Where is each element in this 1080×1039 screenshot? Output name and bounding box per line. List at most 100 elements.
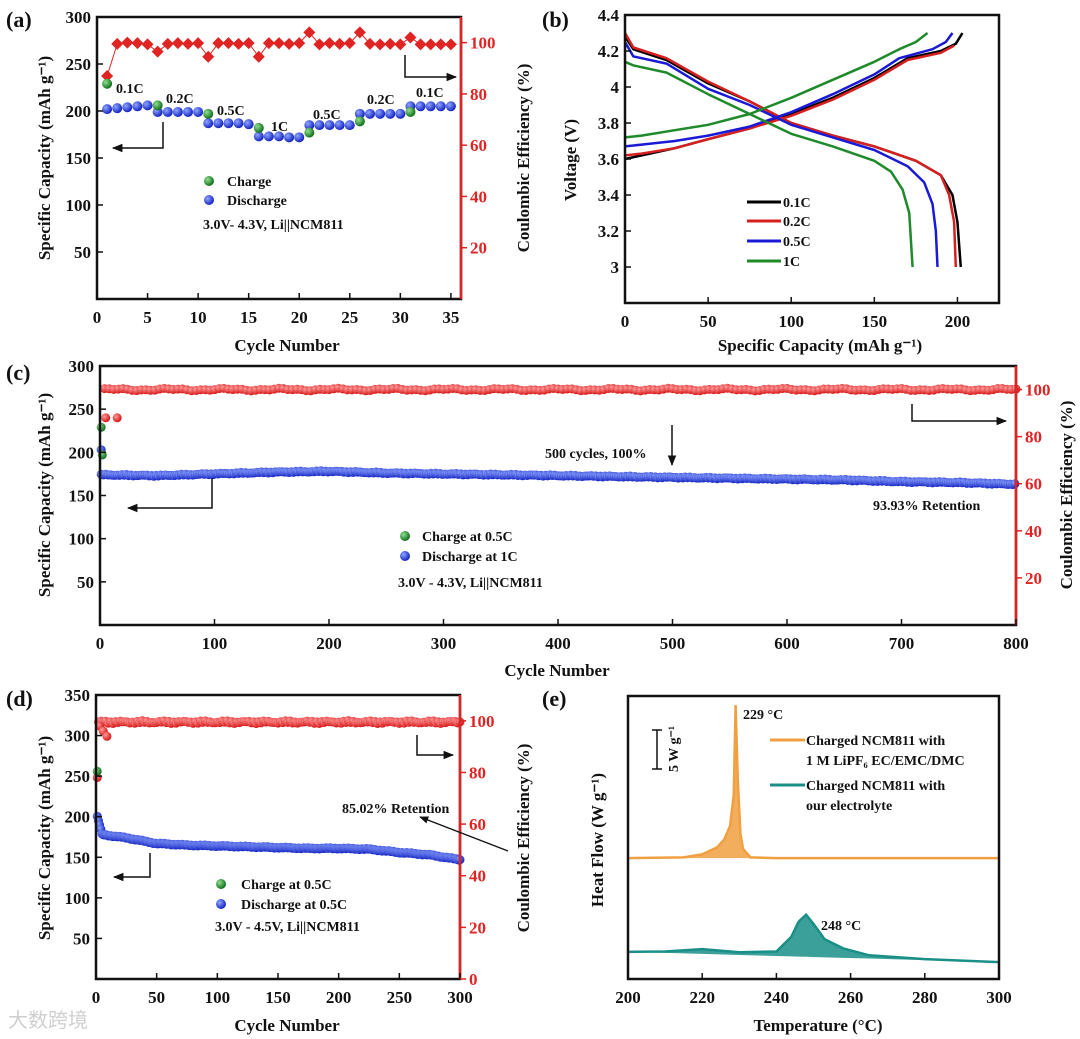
e-plot-frame bbox=[626, 694, 1001, 981]
c-x-tick-label: 700 bbox=[889, 634, 915, 653]
c-y2-tick-label: 40 bbox=[1025, 522, 1042, 541]
c-x-tick-label: 500 bbox=[660, 634, 686, 653]
c-x-axis-title: Cycle Number bbox=[504, 661, 610, 680]
c-y2-tick-label: 20 bbox=[1025, 569, 1042, 588]
a-ce-diamond bbox=[384, 37, 397, 50]
c-legend-charge-label: Charge at 0.5C bbox=[422, 530, 513, 545]
a-discharge-point bbox=[314, 120, 325, 131]
a-charge-point bbox=[203, 108, 214, 119]
d-plot-frame bbox=[94, 693, 462, 981]
a-ce-diamond bbox=[232, 37, 245, 50]
a-discharge-point bbox=[203, 118, 214, 129]
panel-e-annotations: Temperature (°C) Heat Flow (W g⁻¹) 5 W g… bbox=[588, 708, 965, 1035]
panel-c-annotations: Cycle Number Specific Capacity (mAh g⁻¹)… bbox=[35, 393, 1076, 680]
b-discharge-curve-1C bbox=[624, 60, 914, 268]
a-ce-diamond bbox=[364, 37, 376, 50]
a-ce-diamond bbox=[252, 50, 265, 63]
b-legend-label: 0.1C bbox=[783, 196, 811, 211]
d-x-tick-label: 150 bbox=[265, 988, 291, 1007]
a-discharge-point bbox=[425, 101, 436, 112]
panel-d-annotations: Cycle Number Specific Capacity (mAh g⁻¹)… bbox=[35, 735, 533, 1035]
c-x-tick-label: 0 bbox=[96, 634, 105, 653]
a-discharge-point bbox=[162, 106, 173, 117]
e-x-tick-label: 200 bbox=[615, 988, 641, 1007]
a-charge-point bbox=[102, 78, 113, 89]
a-discharge-point bbox=[324, 120, 335, 131]
a-ce-diamond bbox=[141, 38, 154, 51]
a-ce-diamond bbox=[161, 37, 174, 50]
b-charge-curve-1C bbox=[624, 32, 929, 139]
a-x-axis-title: Cycle Number bbox=[234, 336, 340, 355]
a-ce-diamond bbox=[242, 37, 255, 50]
e-peak-label-248: 248 °C bbox=[821, 919, 861, 934]
a-ce-diamond bbox=[303, 26, 316, 39]
e-x-axis-title: Temperature (°C) bbox=[753, 1016, 882, 1035]
a-axes: 0 5 10 15 20 25 30 35 50 100 150 200 250 300 20 40 60 80 1… bbox=[66, 8, 496, 327]
e-legend-label: Charged NCM811 with bbox=[806, 734, 945, 749]
b-y-tick-label: 3.2 bbox=[598, 222, 619, 241]
a-discharge-point bbox=[193, 106, 204, 117]
d-y2-tick-label: 100 bbox=[469, 712, 495, 731]
b-y-axis-title: Voltage (V) bbox=[561, 119, 580, 201]
b-legend-label: 0.2C bbox=[783, 215, 811, 230]
a-ce-diamond bbox=[202, 50, 215, 63]
c-y-tick-label: 100 bbox=[69, 530, 95, 549]
d-y-tick-label: 50 bbox=[73, 929, 90, 948]
e-y-axis-title: Heat Flow (W g⁻¹) bbox=[588, 773, 607, 907]
a-discharge-point bbox=[284, 132, 295, 143]
d-y2-axis-title: Coulombic Efficiency (%) bbox=[514, 744, 533, 933]
a-legend-discharge-marker bbox=[204, 195, 214, 205]
a-ce-diamond bbox=[293, 37, 306, 50]
d-x-tick-label: 300 bbox=[447, 988, 473, 1007]
c-legend-discharge-label: Discharge at 1C bbox=[422, 550, 518, 565]
c-y2-axis-title: Coulombic Efficiency (%) bbox=[1057, 401, 1076, 590]
b-legend-label: 1C bbox=[783, 255, 800, 270]
d-retention-arrow bbox=[419, 816, 509, 852]
a-ce-diamond bbox=[343, 37, 356, 50]
b-x-tick-label: 200 bbox=[945, 312, 971, 331]
d-y2-tick-label: 20 bbox=[469, 918, 486, 937]
d-right-axis-arrow bbox=[416, 735, 455, 760]
d-x-tick-label: 200 bbox=[326, 988, 352, 1007]
a-ce-diamond bbox=[394, 38, 407, 51]
panel-b-annotations: Specific Capacity (mAh g⁻¹) Voltage (V) … bbox=[561, 119, 922, 355]
a-ce-diamond bbox=[121, 36, 134, 49]
a-discharge-point bbox=[395, 108, 406, 119]
a-charge-point bbox=[304, 127, 315, 138]
panel-label-c: (c) bbox=[6, 360, 30, 385]
b-charge-curve-0.2C bbox=[624, 44, 955, 157]
a-x-tick-label: 15 bbox=[240, 308, 257, 327]
a-ce-diamond bbox=[273, 37, 285, 50]
d-retention-label: 85.02% Retention bbox=[342, 802, 450, 817]
a-legend-charge-label: Charge bbox=[227, 175, 271, 190]
d-y2-tick-label: 60 bbox=[469, 815, 486, 834]
a-y2-axis-title: Coulombic Efficiency (%) bbox=[514, 64, 533, 253]
a-y-tick-label: 100 bbox=[66, 196, 92, 215]
c-y-tick-label: 200 bbox=[69, 443, 95, 462]
plots-layer: 0 5 10 15 20 25 30 3550100150200250300204060801… bbox=[65, 6, 1051, 1007]
a-ce-diamond bbox=[262, 37, 275, 50]
c-x-tick-label: 600 bbox=[774, 634, 800, 653]
a-ce-diamond bbox=[182, 37, 194, 50]
d-y2-tick-label: 0 bbox=[469, 970, 478, 989]
b-y-tick-label: 3 bbox=[611, 258, 620, 277]
c-x-tick-label: 200 bbox=[316, 634, 342, 653]
e-x-tick-label: 220 bbox=[689, 988, 715, 1007]
e-legend-label: Charged NCM811 with bbox=[806, 779, 945, 794]
a-left-axis-arrow bbox=[111, 122, 164, 153]
a-discharge-point bbox=[233, 118, 244, 129]
a-ce-diamond bbox=[444, 38, 457, 51]
a-rate-label: 0.5C bbox=[313, 108, 341, 123]
e-x-tick-label: 240 bbox=[764, 988, 790, 1007]
d-condition-label: 3.0V - 4.5V, Li||NCM811 bbox=[215, 920, 360, 935]
c-right-axis-arrow bbox=[911, 404, 1008, 426]
d-ce-point bbox=[102, 731, 112, 741]
a-rate-label: 0.2C bbox=[166, 92, 194, 107]
a-rate-label: 1C bbox=[271, 120, 288, 135]
b-discharge-curve-0.2C bbox=[623, 32, 958, 268]
a-ce-diamond bbox=[111, 37, 124, 50]
e-x-tick-label: 280 bbox=[912, 988, 938, 1007]
b-y-tick-label: 3.4 bbox=[598, 186, 620, 205]
a-charge-point bbox=[354, 116, 365, 127]
a-discharge-point bbox=[435, 101, 446, 112]
